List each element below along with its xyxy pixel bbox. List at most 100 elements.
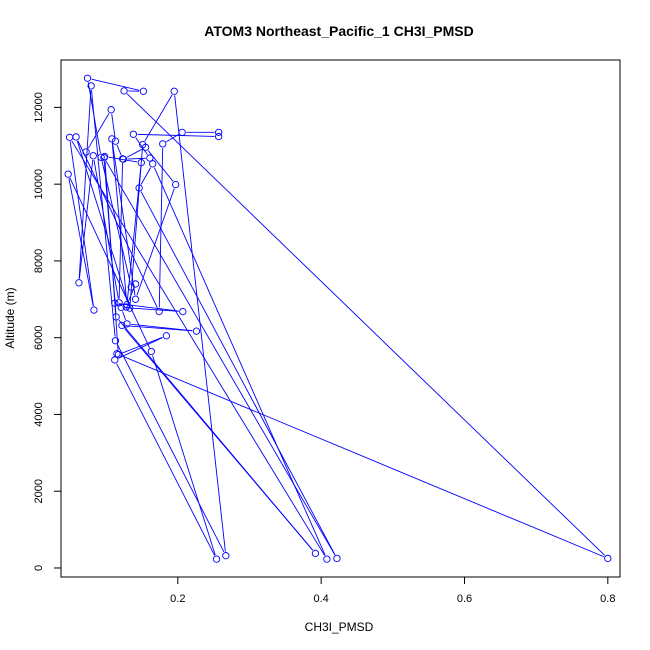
- y-tick-label: 8000: [33, 249, 45, 273]
- y-tick-label: 10000: [33, 169, 45, 200]
- series-segment: [105, 161, 336, 555]
- series-segment: [152, 355, 216, 556]
- series-segment: [124, 328, 314, 551]
- data-point: [604, 554, 612, 563]
- data-point: [333, 554, 341, 563]
- x-tick-label: 0.6: [457, 593, 472, 605]
- series-segment: [136, 188, 175, 296]
- series-segment: [122, 311, 126, 321]
- data-point: [64, 170, 72, 178]
- series-segment: [135, 137, 148, 155]
- data-point: [65, 133, 74, 141]
- series-segment: [87, 113, 110, 149]
- data-point: [215, 128, 223, 136]
- series-segment: [111, 143, 128, 301]
- series-segment: [76, 140, 129, 305]
- series-segment: [137, 133, 215, 137]
- data-point: [111, 356, 119, 364]
- series-segment: [69, 177, 150, 348]
- x-axis-label: CH3I_PMSD: [305, 620, 374, 634]
- data-point: [147, 347, 155, 356]
- x-axis: 0.2 0.4 0.6 0.8: [170, 576, 615, 605]
- data-point: [111, 337, 120, 345]
- x-tick-label: 0.8: [600, 593, 615, 605]
- data-point: [111, 137, 120, 145]
- series-segment: [140, 191, 336, 555]
- data-point: [192, 327, 201, 335]
- data-point: [212, 555, 221, 563]
- series-segment: [140, 167, 152, 185]
- series-segment: [116, 144, 122, 156]
- data-point: [111, 299, 119, 307]
- series-segment: [125, 307, 179, 312]
- data-point: [87, 82, 95, 90]
- data-point: [97, 153, 105, 161]
- series-segment: [108, 156, 138, 163]
- data-point: [113, 350, 121, 358]
- y-tick-label: 4000: [33, 402, 45, 426]
- series-segment: [112, 142, 136, 296]
- data-point: [119, 155, 128, 163]
- y-tick-label: 0: [33, 565, 45, 571]
- series-segment: [103, 161, 117, 313]
- data-point: [127, 283, 135, 291]
- data-point: [215, 132, 223, 141]
- data-point: [137, 159, 145, 167]
- data-point: [155, 307, 163, 316]
- data-point: [222, 552, 230, 560]
- data-point: [118, 321, 126, 330]
- series-segment: [68, 178, 94, 307]
- data-point: [323, 555, 331, 563]
- data-point: [179, 307, 187, 316]
- y-tick-label: 2000: [33, 479, 45, 503]
- series-segment: [144, 94, 173, 142]
- data-point: [170, 87, 178, 95]
- data-point: [90, 306, 98, 314]
- series-segment: [91, 90, 116, 337]
- data-point: [122, 303, 130, 311]
- data-point: [83, 74, 92, 82]
- series-segment: [101, 161, 131, 284]
- data-point: [178, 128, 186, 136]
- data-point: [89, 152, 97, 160]
- y-axis: 0 2000 4000 6000 8000 10000 12000: [33, 92, 62, 571]
- data-point: [112, 313, 120, 321]
- series-segment: [131, 323, 193, 332]
- series-segment: [126, 93, 606, 556]
- series-segment: [78, 90, 92, 279]
- marker-layer: [64, 74, 612, 563]
- data-point: [129, 130, 138, 138]
- data-point: [101, 152, 109, 161]
- series-segment: [116, 363, 216, 556]
- plot-area-border: [60, 59, 621, 578]
- series-segment: [77, 140, 158, 308]
- data-point: [311, 549, 320, 558]
- y-axis-label: Altitude (m): [3, 287, 17, 348]
- data-point: [75, 279, 83, 287]
- data-point: [117, 303, 125, 312]
- data-point: [114, 350, 122, 359]
- series-segment: [111, 113, 116, 138]
- series-segment: [78, 159, 94, 279]
- data-point: [100, 154, 108, 162]
- chart-title: ATOM3 Northeast_Pacific_1 CH3I_PMSD: [204, 23, 473, 39]
- series-segment: [127, 157, 146, 160]
- series-segment: [126, 148, 143, 158]
- series-segment: [120, 355, 605, 558]
- x-tick-label: 0.2: [170, 593, 185, 605]
- data-point: [82, 148, 90, 156]
- series-segment: [87, 82, 101, 154]
- series-segment: [154, 167, 326, 556]
- data-point: [149, 160, 157, 168]
- data-point: [146, 154, 154, 162]
- series-layer: [68, 78, 606, 558]
- data-point: [131, 295, 140, 303]
- x-tick-label: 0.4: [314, 593, 329, 605]
- y-tick-label: 12000: [33, 92, 45, 123]
- data-point: [172, 180, 180, 189]
- series-segment: [71, 140, 326, 556]
- data-point: [108, 135, 116, 143]
- data-point: [72, 133, 80, 141]
- data-point: [135, 184, 143, 192]
